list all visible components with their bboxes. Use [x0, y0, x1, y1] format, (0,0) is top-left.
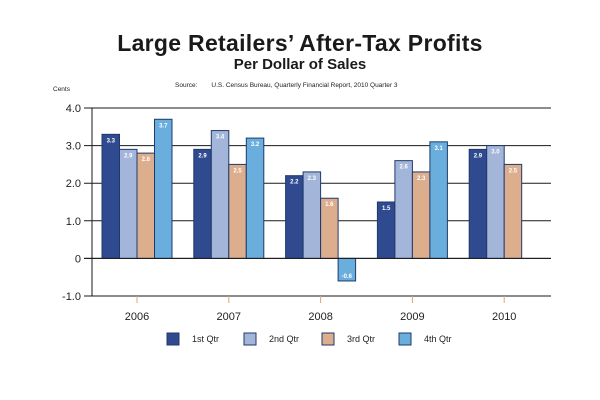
bar-2006-2nd-qtr — [119, 148, 138, 259]
bar-2008-2nd-qtr — [302, 171, 322, 259]
data-label: 2.6 — [399, 165, 408, 171]
data-label: 3.3 — [107, 138, 116, 144]
legend-label: 1st Qtr — [192, 334, 219, 344]
data-label: -0.6 — [342, 274, 353, 280]
chart-title: Large Retailers’ After-Tax Profits — [117, 30, 483, 56]
x-tick-label: 2009 — [400, 311, 424, 323]
chart-source: Source: U.S. Census Bureau, Quarterly Fin… — [175, 82, 397, 89]
x-tick-labels: 2006 2007 2008 2009 2010 — [125, 296, 516, 323]
bar-2007-3rd-qtr — [228, 163, 247, 259]
y-tick-label: 4.0 — [66, 103, 81, 115]
data-label: 2.9 — [124, 153, 133, 159]
data-label: 2.8 — [142, 157, 151, 163]
bar-2006-3rd-qtr — [136, 152, 155, 259]
bar-2009-3rd-qtr — [411, 171, 431, 259]
data-label: 1.6 — [325, 202, 334, 208]
x-tick-label: 2008 — [308, 311, 332, 323]
y-tick-label: 0 — [75, 253, 81, 265]
bar-2007-2nd-qtr — [210, 130, 230, 259]
x-tick-label: 2010 — [492, 311, 516, 323]
data-label: 3.2 — [251, 142, 260, 148]
axes — [84, 108, 551, 296]
bar-2007-4th-qtr — [245, 137, 265, 259]
legend-swatch — [166, 332, 180, 346]
legend-label: 3rd Qtr — [347, 334, 375, 344]
bar-2009-4th-qtr — [429, 141, 448, 259]
data-label: 2.3 — [417, 176, 426, 182]
bars: 3.3 2.9 2.8 3.7 2.9 3.4 2.5 3.2 2.2 2.3 1.6 -0.6 1.5… — [101, 118, 523, 282]
data-label: 2.5 — [233, 168, 242, 174]
y-tick-labels: 4.0 3.0 2.0 1.0 0 -1.0 — [62, 103, 81, 303]
data-label: 3.7 — [159, 123, 168, 129]
bar-2008-1st-qtr — [285, 175, 304, 259]
y-tick-label: 2.0 — [66, 178, 81, 190]
bar-2010-3rd-qtr — [503, 163, 523, 259]
bar-2010-1st-qtr — [468, 148, 488, 259]
data-label: 2.9 — [474, 153, 483, 159]
legend-swatch — [243, 332, 257, 346]
y-tick-label: -1.0 — [62, 291, 81, 303]
legend-swatch — [321, 332, 335, 346]
legend-label: 2nd Qtr — [269, 334, 299, 344]
x-tick-label: 2006 — [125, 311, 149, 323]
bar-2006-4th-qtr — [154, 118, 173, 259]
data-label: 3.0 — [491, 150, 500, 156]
y-tick-label: 1.0 — [66, 216, 81, 228]
data-label: 1.5 — [382, 206, 391, 212]
data-label: 3.4 — [216, 135, 225, 141]
data-label: 2.5 — [509, 168, 518, 174]
data-label: 3.1 — [434, 146, 443, 152]
data-label: 2.3 — [308, 176, 317, 182]
bar-2007-1st-qtr — [193, 148, 212, 259]
y-tick-label: 3.0 — [66, 141, 81, 153]
y-axis-label: Cents — [53, 86, 71, 93]
data-label: 2.2 — [290, 180, 299, 186]
bar-2006-1st-qtr — [101, 133, 120, 259]
bar-2009-2nd-qtr — [394, 160, 413, 259]
data-label: 2.9 — [198, 153, 207, 159]
source-label: Source: — [175, 82, 198, 89]
bar-2010-2nd-qtr — [486, 145, 505, 259]
chart-subtitle: Per Dollar of Sales — [233, 56, 367, 73]
legend-swatch — [398, 332, 412, 346]
legend: 1st Qtr 2nd Qtr 3rd Qtr 4th Qtr — [166, 332, 452, 346]
x-tick-label: 2007 — [217, 311, 241, 323]
legend-label: 4th Qtr — [424, 334, 452, 344]
source-text: U.S. Census Bureau, Quarterly Financial … — [211, 82, 398, 89]
